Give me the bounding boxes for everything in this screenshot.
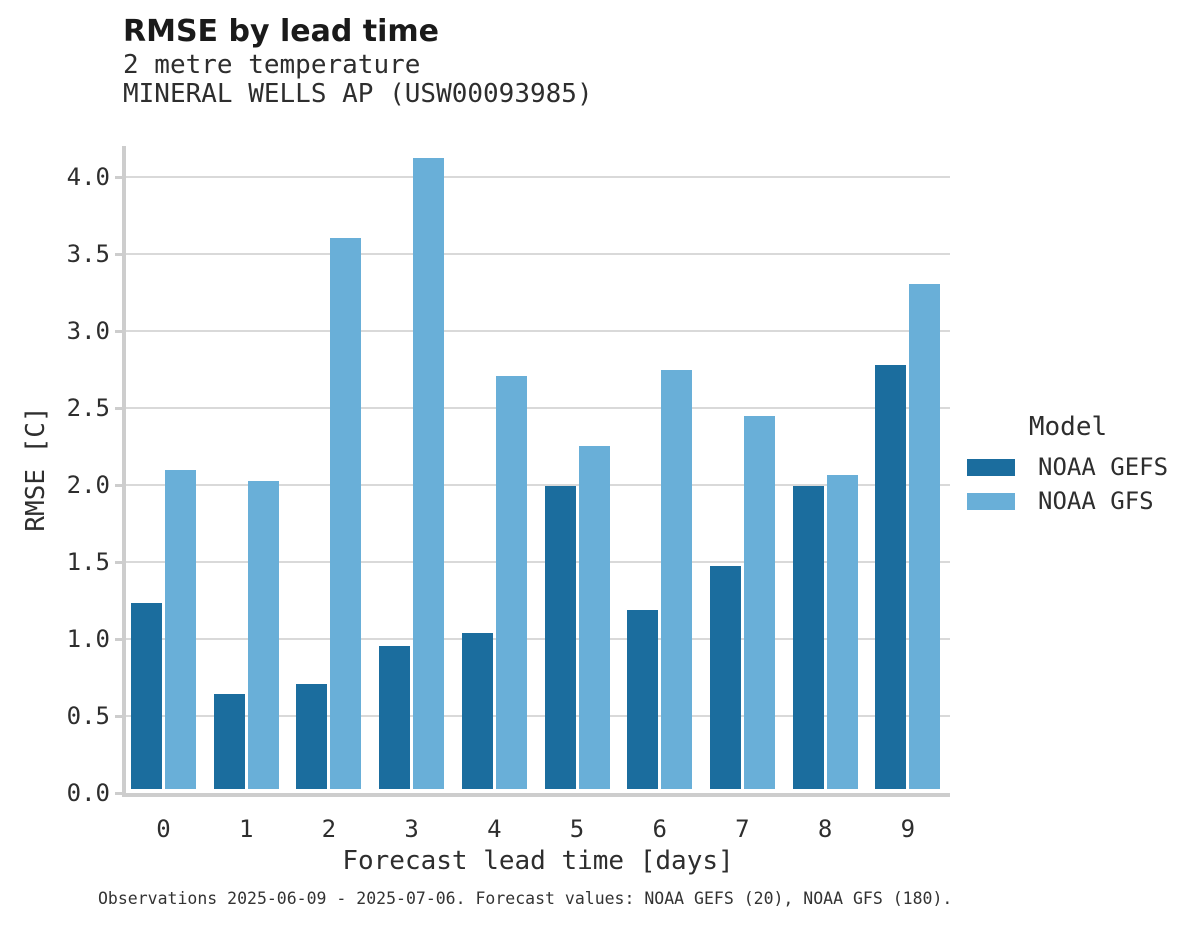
bar-noaa-gfs-3	[413, 158, 445, 789]
x-tick-label: 1	[238, 815, 254, 843]
legend-item-noaa-gfs: NOAA GFS	[967, 484, 1169, 518]
gridline	[126, 407, 950, 409]
bar-noaa-gfs-0	[165, 470, 196, 789]
bar-noaa-gefs-8	[792, 486, 824, 789]
x-tick-label: 3	[404, 815, 419, 843]
legend-item-label: NOAA GFS	[1038, 487, 1154, 515]
bar-noaa-gefs-6	[627, 610, 659, 789]
x-tick-label: 8	[817, 815, 833, 843]
x-tick-label: 5	[569, 815, 585, 843]
gridline	[126, 638, 950, 640]
chart-subtitle-variable: 2 metre temperature	[123, 50, 421, 80]
bar-noaa-gfs-9	[909, 284, 941, 789]
x-tick-label: 9	[900, 815, 916, 843]
bar-noaa-gfs-6	[661, 370, 693, 789]
y-tick-mark	[115, 561, 122, 564]
bar-noaa-gefs-4	[461, 633, 493, 789]
y-tick-label: 0.5	[66, 702, 110, 730]
bar-noaa-gefs-1	[213, 694, 245, 789]
legend-item-noaa-gefs: NOAA GEFS	[967, 450, 1169, 484]
y-axis-spine	[122, 146, 126, 797]
y-tick-label: 2.5	[66, 394, 110, 422]
y-tick-mark	[115, 253, 122, 256]
y-tick-mark	[115, 484, 122, 487]
gridline	[126, 176, 950, 178]
plot-area: RMSE [C] Forecast lead time [days] 0.0 0.…	[21, 146, 950, 876]
y-tick-mark	[115, 792, 122, 795]
chart-title: RMSE by lead time	[123, 14, 439, 49]
gridline	[126, 715, 950, 717]
y-tick-label: 2.0	[66, 471, 110, 499]
gridline	[126, 330, 950, 332]
bar-noaa-gfs-1	[247, 481, 279, 789]
legend-swatch-noaa-gefs	[967, 458, 1015, 476]
x-tick-label: 2	[321, 815, 337, 843]
gridline	[126, 253, 950, 255]
bar-noaa-gefs-0	[131, 603, 162, 789]
x-tick-label: 6	[652, 815, 667, 843]
legend-items: NOAA GEFS NOAA GFS	[967, 450, 1169, 518]
y-tick-label: 4.0	[66, 163, 110, 191]
bar-noaa-gefs-9	[875, 365, 907, 789]
y-tick-mark	[115, 638, 122, 641]
y-tick-label: 1.5	[66, 548, 110, 576]
y-tick-mark	[115, 715, 122, 718]
legend-item-label: NOAA GEFS	[1038, 453, 1169, 481]
y-tick-label: 3.0	[66, 317, 110, 345]
footer-caption: Observations 2025-06-09 - 2025-07-06. Fo…	[98, 889, 953, 908]
x-axis-spine	[122, 793, 950, 797]
x-axis-label: Forecast lead time [days]	[342, 846, 734, 876]
y-axis-label: RMSE [C]	[21, 406, 51, 532]
bar-noaa-gfs-7	[743, 416, 775, 789]
bar-noaa-gfs-5	[578, 446, 610, 789]
bar-noaa-gfs-2	[330, 238, 362, 789]
bar-noaa-gefs-3	[379, 646, 411, 789]
x-tick-label: 7	[735, 815, 750, 843]
bar-noaa-gfs-8	[826, 475, 858, 789]
x-tick-label: 0	[156, 815, 171, 843]
legend-swatch-noaa-gfs	[967, 492, 1015, 510]
chart-subtitle-station: MINERAL WELLS AP (USW00093985)	[123, 79, 593, 109]
x-tick-label: 4	[487, 815, 502, 843]
legend: Model NOAA GEFS NOAA GFS	[967, 412, 1169, 518]
y-tick-mark	[115, 176, 122, 179]
y-tick-mark	[115, 330, 122, 333]
y-tick-mark	[115, 407, 122, 410]
y-tick-label: 3.5	[66, 240, 110, 268]
bar-noaa-gefs-7	[709, 566, 741, 789]
y-tick-label: 0.0	[66, 779, 110, 807]
gridline	[126, 561, 950, 563]
y-tick-label: 1.0	[66, 625, 110, 653]
gridline	[126, 484, 950, 486]
bar-noaa-gefs-2	[296, 684, 328, 789]
legend-title: Model	[1028, 412, 1108, 442]
bar-noaa-gfs-4	[495, 376, 527, 789]
bar-noaa-gefs-5	[544, 486, 576, 789]
